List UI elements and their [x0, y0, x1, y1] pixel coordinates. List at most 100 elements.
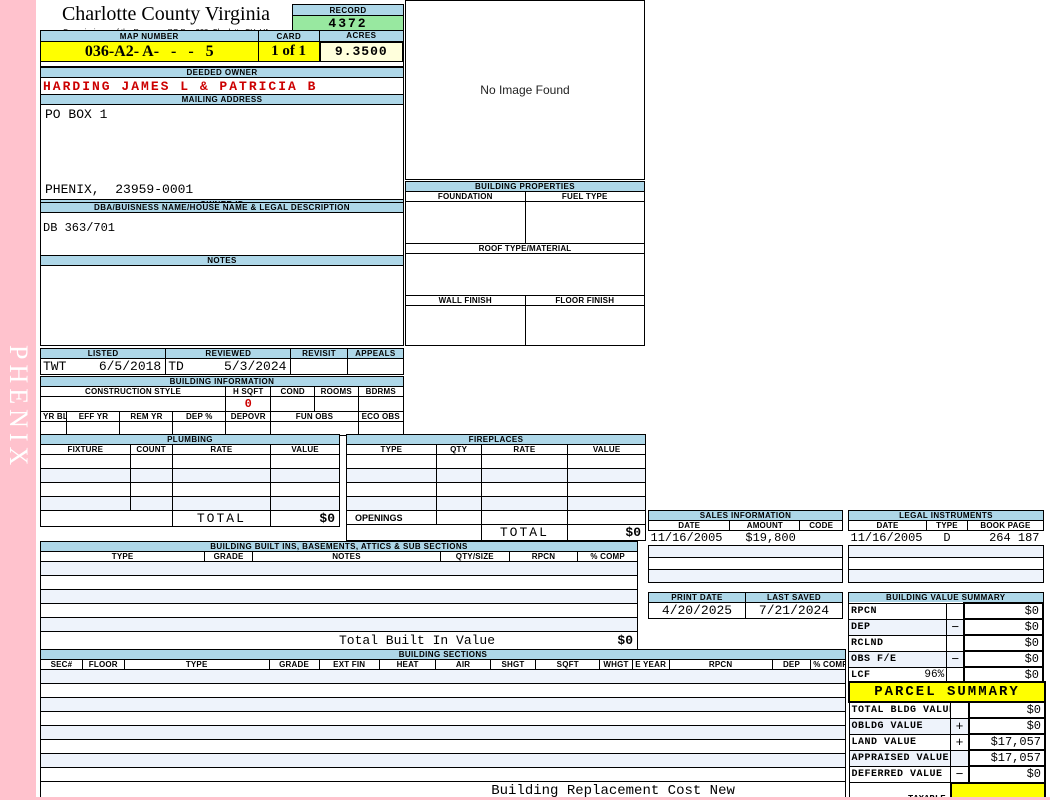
no-image-message: No Image Found: [480, 83, 570, 97]
listed-label: LISTED: [39, 348, 167, 359]
sales-row: 11/16/2005 $19,800: [648, 530, 843, 546]
bi-type-label: TYPE: [39, 551, 206, 562]
floor-finish-value: [524, 305, 645, 346]
rooms-label: ROOMS: [314, 386, 359, 397]
plumbing-title: PLUMBING: [40, 434, 340, 445]
cond-label: COND: [270, 386, 315, 397]
legal-bookpage-label: BOOK PAGE: [966, 520, 1045, 531]
plumbing-total-value: $0: [270, 510, 340, 527]
bs-heat-label: HEAT: [378, 659, 437, 670]
bs-air-label: AIR: [435, 659, 491, 670]
count-label: COUNT: [129, 444, 173, 455]
rem-yr-label: REM YR: [119, 411, 174, 422]
legal-title: LEGAL INSTRUMENTS: [848, 510, 1044, 521]
building-sections-title: BUILDING SECTIONS: [40, 649, 846, 660]
sales-code-label: CODE: [799, 520, 843, 531]
dba-label: DBA/BUISNESS NAME/HOUSE NAME & LEGAL DES…: [40, 202, 404, 213]
bvs-rpcn-value: $0: [963, 602, 1044, 620]
bvs-dep-value: $0: [963, 618, 1044, 636]
building-information: BUILDING INFORMATION CONSTRUCTION STYLE …: [39, 376, 405, 436]
bvs-obs-value: $0: [963, 650, 1044, 668]
building-info-title: BUILDING INFORMATION: [40, 376, 404, 387]
sales-amount-value: $19,800: [729, 530, 800, 546]
fireplaces-title: FIREPLACES: [346, 434, 646, 445]
sales-code-value: [799, 530, 843, 546]
card-value: 1 of 1: [257, 41, 321, 62]
eco-obs-label: ECO OBS: [357, 411, 405, 422]
deeded-owner-label: DEEDED OWNER: [40, 67, 404, 78]
value-label: VALUE: [270, 444, 340, 455]
parcel-summary-title: PARCEL SUMMARY: [848, 681, 1046, 703]
legal-instruments-table: LEGAL INSTRUMENTS DATE TYPE BOOK PAGE 11…: [848, 510, 1045, 583]
spacer-row: [40, 61, 404, 67]
bs-shgt-label: SHGT: [489, 659, 537, 670]
bs-comp-label: % COMP: [810, 659, 846, 670]
fun-obs-label: FUN OBS: [270, 411, 359, 422]
acres-value: 9.3500: [318, 40, 405, 63]
h-sqft-label: H SQFT: [225, 386, 272, 397]
ps-total-bldg-value: $0: [967, 701, 1047, 719]
roof-value: [405, 253, 645, 296]
built-ins-total-label: Total Built In Value: [339, 633, 496, 648]
mailing-line2: PHENIX, 23959-0001: [45, 182, 194, 197]
last-saved-value: 7/21/2024: [745, 602, 843, 619]
review-table: LISTED REVIEWED REVISIT APPEALS TWT 6/5/…: [39, 348, 405, 375]
bvs-obs-label: OBS F/E: [848, 650, 923, 668]
bi-grade-label: GRADE: [204, 551, 253, 562]
wall-finish-value: [405, 305, 526, 346]
yr-blt-label: YR BLT: [39, 411, 68, 422]
mailing-address-label: MAILING ADDRESS: [40, 94, 404, 105]
ps-obldg-value: $0: [967, 717, 1047, 735]
built-ins-title: BUILDING BUILT INS, BASEMENTS, ATTICS & …: [40, 541, 638, 552]
reviewed-label: REVIEWED: [165, 348, 292, 359]
map-number-label: MAP NUMBER: [40, 30, 259, 42]
bvs-rclnd-value: $0: [963, 634, 1044, 652]
roof-label: ROOF TYPE/MATERIAL: [405, 243, 645, 254]
legal-type-label: TYPE: [926, 520, 968, 531]
bvs-rclnd-label: RCLND: [848, 634, 923, 652]
fireplaces-table: FIREPLACES TYPE QTY RATE VALUE OPENINGS …: [346, 434, 646, 541]
print-date-value: 4/20/2025: [648, 602, 746, 619]
sales-amount-label: AMOUNT: [729, 520, 801, 531]
ps-appraised-value: $17,057: [967, 749, 1047, 767]
bs-sqft-label: SQFT: [535, 659, 601, 670]
print-dates-table: PRINT DATE LAST SAVED 4/20/2025 7/21/202…: [648, 592, 843, 619]
sales-date-value: 11/16/2005: [648, 530, 730, 546]
dba-notes-block: DBA/BUISNESS NAME/HOUSE NAME & LEGAL DES…: [40, 202, 404, 346]
revisit-value: [290, 358, 348, 375]
record-box: RECORD 4372: [292, 4, 404, 32]
legal-date-label: DATE: [848, 520, 927, 531]
sales-title: SALES INFORMATION: [648, 510, 843, 521]
last-saved-label: LAST SAVED: [745, 592, 843, 603]
bs-grade-label: GRADE: [268, 659, 320, 670]
county-header: Charlotte County Virginia Commissioner o…: [40, 3, 292, 36]
building-sections-footer: Building Replacement Cost New: [491, 783, 735, 799]
plumbing-table: PLUMBING FIXTURE COUNT RATE VALUE TOTAL …: [40, 434, 340, 527]
legal-row: 11/16/2005 D 264 187: [848, 530, 1044, 546]
deeded-owner-value: HARDING JAMES L & PATRICIA B: [40, 77, 404, 95]
bs-sec-label: SEC#: [40, 659, 83, 670]
depovr-label: DEPOVR: [225, 411, 272, 422]
foundation-label: FOUNDATION: [405, 191, 526, 202]
bs-type-label: TYPE: [123, 659, 270, 670]
appeals-value: [346, 358, 405, 375]
reviewed-by: TD: [165, 358, 195, 375]
bs-dep-label: DEP: [771, 659, 812, 670]
bvs-dep-label: DEP: [848, 618, 923, 636]
building-properties-title: BUILDING PROPERTIES: [405, 181, 645, 192]
phenix-watermark: PHENIX: [4, 345, 33, 471]
ps-land-label: LAND VALUE: [848, 733, 952, 751]
bdrms-label: BDRMS: [357, 386, 405, 397]
plumbing-total-label: TOTAL: [171, 510, 272, 527]
bi-comp-label: % COMP: [577, 551, 638, 562]
floor-finish-label: FLOOR FINISH: [524, 295, 645, 306]
ps-deferred-value: $0: [967, 765, 1047, 784]
fp-type-label: TYPE: [346, 444, 437, 455]
fuel-type-label: FUEL TYPE: [524, 191, 645, 202]
record-value: 4372: [292, 15, 404, 32]
ps-land-value: $17,057: [967, 733, 1047, 751]
bi-qtysize-label: QTY/SIZE: [440, 551, 510, 562]
bvs-lcf-value: $0: [963, 666, 1044, 684]
bs-whgt-label: WHGT: [599, 659, 633, 670]
